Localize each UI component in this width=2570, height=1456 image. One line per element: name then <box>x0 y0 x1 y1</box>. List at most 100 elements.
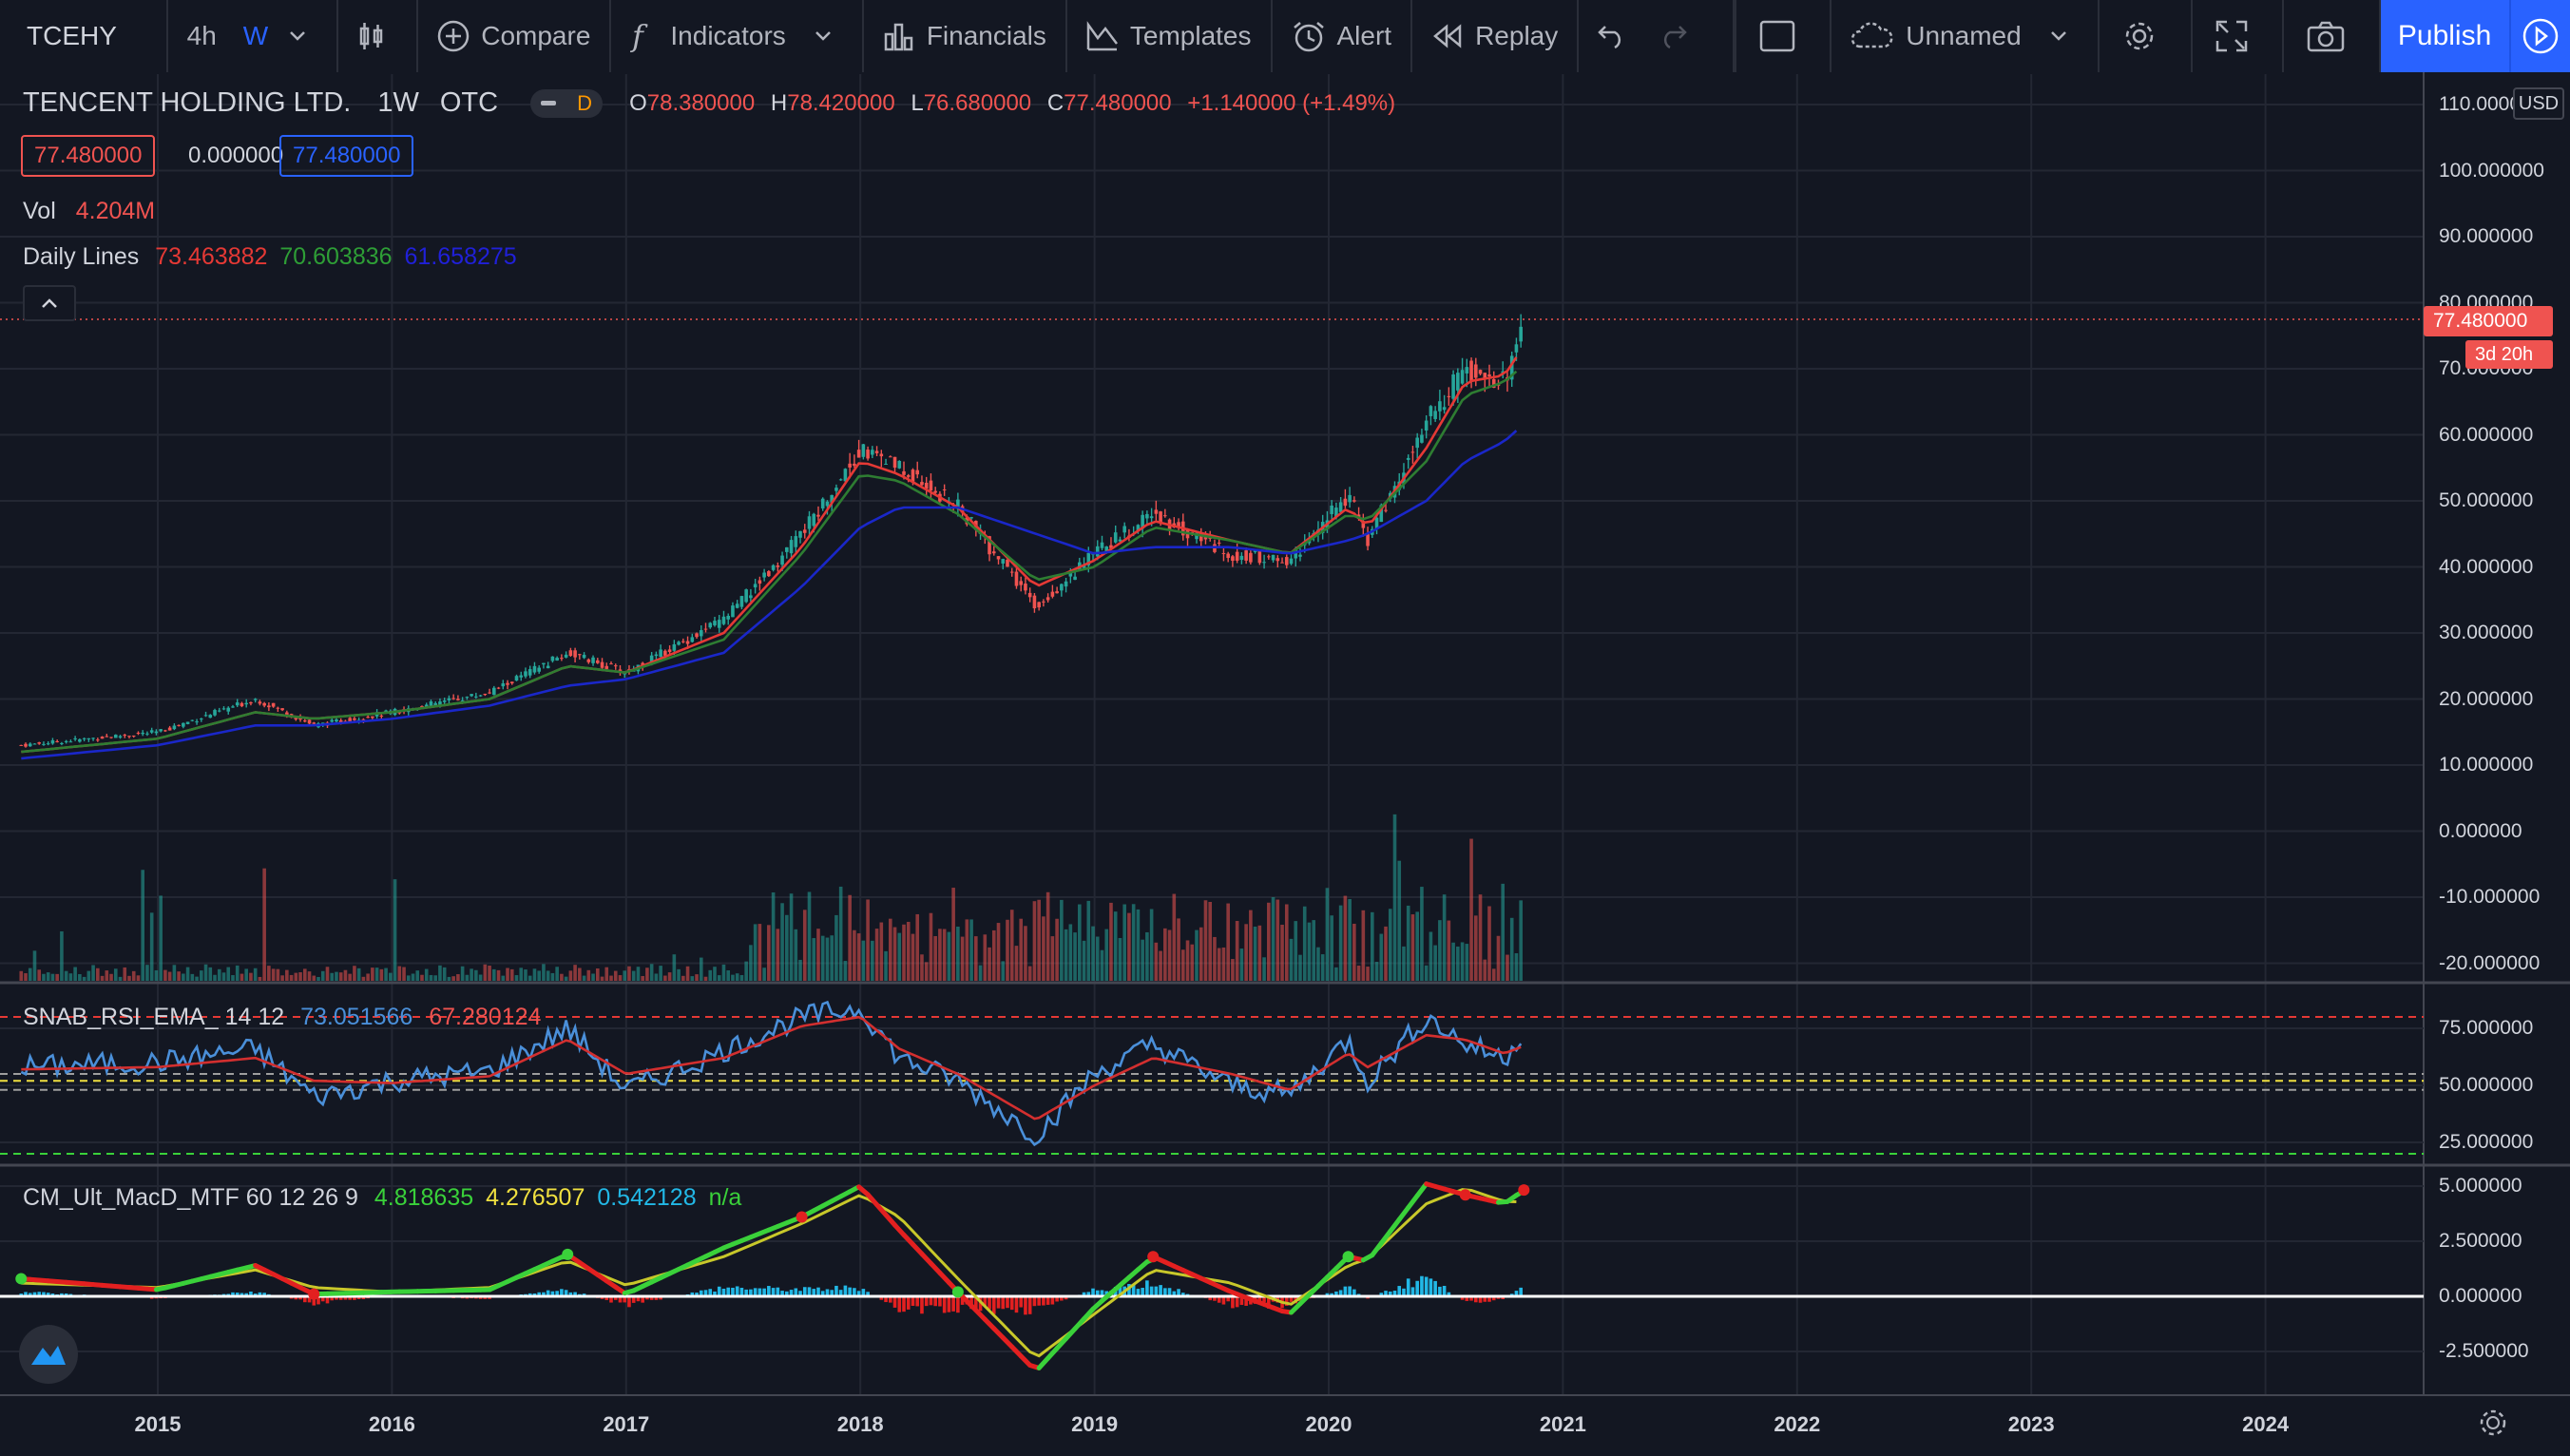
candle-body <box>1231 556 1235 562</box>
candle-body <box>812 513 816 527</box>
volume-bar <box>929 912 933 981</box>
currency-badge[interactable]: USD <box>2513 87 2564 120</box>
candle-body <box>424 704 429 707</box>
histogram-bar <box>1244 1296 1248 1306</box>
candle-body <box>789 540 794 554</box>
candle-body <box>37 742 42 744</box>
undo-icon[interactable] <box>1598 24 1626 48</box>
candle-body <box>221 708 226 710</box>
volume-bar <box>335 971 338 981</box>
candle-body <box>1014 571 1019 586</box>
volume-bar <box>145 965 149 981</box>
symbol-search[interactable]: TCEHY <box>0 0 168 72</box>
histogram-bar <box>794 1288 798 1296</box>
volume-bar <box>231 975 235 981</box>
snapshot-button[interactable] <box>2284 0 2381 72</box>
interval-w[interactable]: W <box>242 21 269 50</box>
high-label: H <box>770 89 788 116</box>
candle-body <box>807 516 812 529</box>
play-button[interactable] <box>2508 0 2570 72</box>
templates-button[interactable]: Templates <box>1067 0 1273 72</box>
financials-button[interactable]: Financials <box>864 0 1067 72</box>
bid-price-box[interactable]: 77.480000 <box>21 135 156 177</box>
volume-bar <box>1410 914 1415 981</box>
layout-toggle-button[interactable] <box>1736 0 1832 72</box>
interval-dropdown[interactable] <box>283 0 339 72</box>
volume-bar <box>1384 926 1388 981</box>
candle-body <box>623 673 627 675</box>
volume-bar <box>182 973 185 981</box>
volume-bar <box>1388 909 1392 981</box>
alert-button[interactable]: Alert <box>1273 0 1413 72</box>
candle-body <box>60 742 64 744</box>
volume-bar <box>1348 898 1352 981</box>
candle-body <box>915 469 920 475</box>
price-tick-label: -10.000000 <box>2439 886 2541 908</box>
volume-bar <box>1199 927 1203 981</box>
volume-bar <box>393 879 397 981</box>
histogram-bar <box>708 1289 713 1296</box>
axis-settings-button[interactable] <box>2477 1407 2509 1444</box>
templates-icon <box>1086 21 1118 51</box>
candle-body <box>145 733 149 735</box>
redo-icon[interactable] <box>1659 24 1688 48</box>
volume-bar <box>888 918 892 981</box>
volume-bar <box>208 967 213 981</box>
volume-bar <box>1374 962 1379 981</box>
chart-type-button[interactable] <box>338 0 419 72</box>
publish-button[interactable]: Publish <box>2380 0 2509 72</box>
volume-bar <box>1037 899 1041 981</box>
time-tick-label: 2018 <box>836 1412 884 1436</box>
settings-button[interactable] <box>2100 0 2193 72</box>
histogram-bar <box>659 1296 662 1300</box>
collapse-legend-button[interactable] <box>23 285 76 321</box>
volume-bar <box>307 971 312 981</box>
chart-canvas[interactable] <box>0 72 2570 1456</box>
ask-price-box[interactable]: 77.480000 <box>279 135 414 177</box>
candle-body <box>600 661 604 668</box>
volume-bar <box>50 973 55 981</box>
volume-bar <box>1506 954 1509 981</box>
candle-body <box>235 702 240 706</box>
volume-bar <box>1361 910 1366 981</box>
volume-bar <box>348 973 352 981</box>
candle-body <box>438 701 442 705</box>
replay-button[interactable]: Replay <box>1412 0 1580 72</box>
histogram-bar <box>1177 1289 1180 1296</box>
compare-button[interactable]: Compare <box>418 0 612 72</box>
candle-body <box>203 715 208 717</box>
volume-bar <box>1014 946 1019 981</box>
undo-redo-group <box>1579 0 1736 72</box>
histogram-bar <box>550 1291 555 1296</box>
histogram-bar <box>1338 1290 1343 1296</box>
volume-bar <box>316 976 320 981</box>
candle-body <box>1064 581 1068 587</box>
candle-body <box>285 712 289 717</box>
volume-bar <box>1208 901 1213 981</box>
time-tick-label: 2017 <box>603 1412 650 1436</box>
macd-tick-label: 0.000000 <box>2439 1285 2522 1307</box>
histogram-bar <box>1384 1291 1388 1296</box>
volume-bar <box>1280 925 1284 981</box>
histogram-bar <box>1118 1286 1122 1296</box>
candle-body <box>735 603 739 608</box>
volume-bar <box>221 972 226 981</box>
histogram-bar <box>1465 1296 1469 1301</box>
price-tick-label: 0.000000 <box>2439 819 2522 842</box>
volume-bar <box>582 975 586 981</box>
logo-button[interactable] <box>19 1325 78 1384</box>
fullscreen-button[interactable] <box>2193 0 2284 72</box>
open-value: 78.380000 <box>646 89 756 116</box>
volume-bar <box>55 973 59 981</box>
market-status-badge[interactable]: D <box>530 88 604 118</box>
interval-4h[interactable]: 4h <box>186 21 217 50</box>
histogram-bar <box>231 1292 235 1296</box>
layout-name-button[interactable]: Unnamed <box>1832 0 2100 72</box>
function-icon: ƒ <box>630 20 648 52</box>
indicators-button[interactable]: ƒ Indicators <box>611 0 864 72</box>
volume-bar <box>1109 902 1113 981</box>
volume-bar <box>397 966 402 981</box>
volume-bar <box>509 968 514 981</box>
histogram-bar <box>604 1296 609 1300</box>
volume-bar <box>1334 967 1338 981</box>
